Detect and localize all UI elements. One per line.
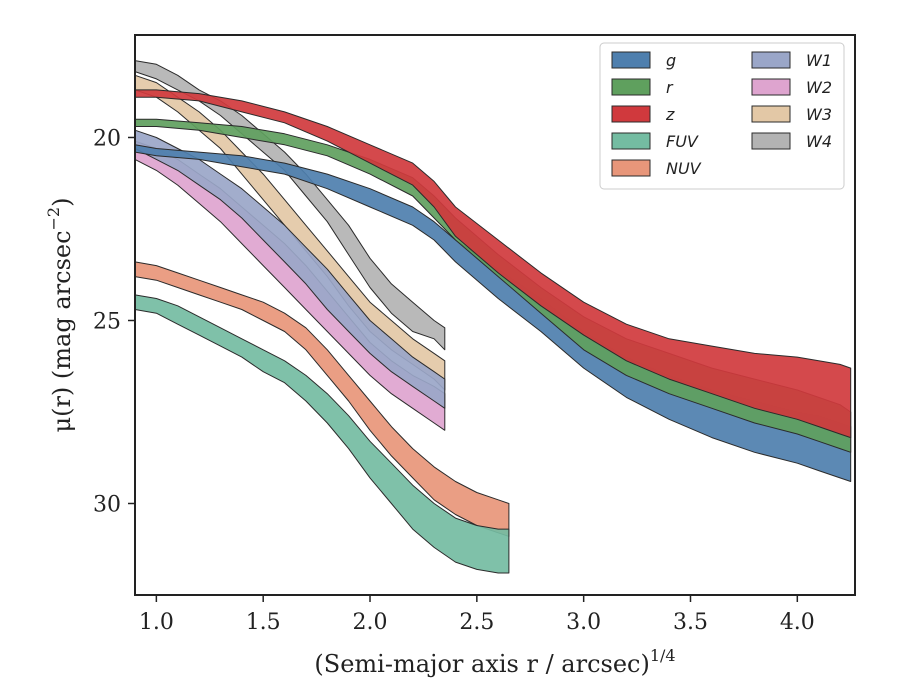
series-band-g [134,144,852,482]
y-tick-label: 25 [93,309,121,334]
x-axis-label: (Semi-major axis r / arcsec)1/4 [314,646,675,678]
x-tick-label: 2.5 [459,610,494,635]
legend: grz FUV NUV W1 W2 W3 W4 [599,42,845,190]
x-tick-label: 4.0 [780,610,815,635]
x-tick-label: 1.0 [139,610,174,635]
legend-swatch-fuv [611,132,651,150]
legend-label-w3: W3 [806,105,832,124]
series-band-fuv [134,294,510,574]
legend-swatch-z [611,105,651,123]
legend-swatch-g [611,51,651,69]
legend-label-z: z [665,105,675,124]
legend-swatch-w4 [751,132,791,150]
legend-label-nuv: NUV [666,159,702,178]
plot-frame [134,34,856,596]
y-axis-label: μ(r) (mag arcsec−2) [44,198,76,433]
legend-swatch-w2 [751,78,791,96]
series-band-z [134,89,852,439]
x-tick-label: 3.5 [673,610,708,635]
x-tick-label: 2.0 [353,610,388,635]
x-tick-label: 3.0 [566,610,601,635]
legend-swatch-nuv [611,159,651,177]
series-band-w1 [134,129,446,409]
legend-label-w2: W2 [806,78,832,97]
series-band-w4 [134,60,446,351]
series-bands [134,60,852,574]
y-axis-ticks: 20 25 30 [93,126,135,517]
legend-label-fuv: FUV [666,132,699,151]
x-axis-ticks: 1.0 1.5 2.0 2.5 3.0 3.5 4.0 [139,595,815,635]
legend-swatch-r [611,78,651,96]
y-tick-label: 20 [93,126,121,151]
y-tick-label: 30 [93,492,121,517]
legend-label-r: r [666,78,674,97]
legend-swatch-w3 [751,105,791,123]
x-tick-label: 1.5 [246,610,281,635]
legend-label-w4: W4 [806,132,832,151]
legend-label-g: g [666,51,676,70]
legend-swatch-w1 [751,51,791,69]
legend-label-w1: W1 [806,51,832,70]
